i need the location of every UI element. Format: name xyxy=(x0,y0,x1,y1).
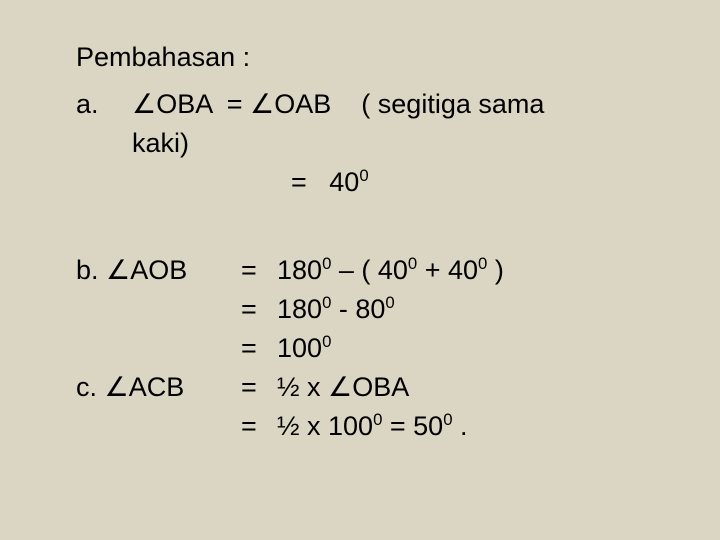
eq-sign: = xyxy=(241,329,277,368)
b-lhs: AOB xyxy=(130,255,187,285)
angle-icon: ∠ xyxy=(328,372,352,402)
label-a: a. xyxy=(76,85,132,124)
item-b-line1: b. ∠AOB = 1800 – ( 400 + 400 ) xyxy=(76,251,676,290)
b-eq1: 1800 – ( 400 + 400 ) xyxy=(277,251,504,290)
heading: Pembahasan : xyxy=(76,38,676,77)
item-b-line2: = 1800 - 800 xyxy=(76,290,676,329)
angle-icon: ∠ xyxy=(132,89,156,119)
item-a-line3: = 400 xyxy=(76,163,676,202)
c-lhs: ACB xyxy=(129,372,185,402)
eq-sign: = xyxy=(241,368,277,407)
a-lhs: OBA xyxy=(156,89,212,119)
a-rhs: OAB xyxy=(274,89,331,119)
eq-sign: = xyxy=(241,407,277,446)
eq-a-1: ∠OBA = ∠OAB ( segitiga sama xyxy=(132,85,544,124)
math-solution-slide: Pembahasan : a. ∠OBA = ∠OAB ( segitiga s… xyxy=(76,38,676,446)
c-eq2: ½ x 1000 = 500 . xyxy=(277,407,468,446)
b-label: b. xyxy=(76,255,99,285)
angle-icon: ∠ xyxy=(250,89,274,119)
a-paren-2: kaki) xyxy=(132,124,189,163)
b-eq2: 1800 - 800 xyxy=(277,290,395,329)
eq-sign: = xyxy=(241,290,277,329)
a-paren-1: ( segitiga sama xyxy=(361,89,544,119)
item-b-line3: = 1000 xyxy=(76,329,676,368)
item-a-line2: kaki) xyxy=(76,124,676,163)
sup-0: 0 xyxy=(359,166,368,185)
angle-icon: ∠ xyxy=(105,372,129,402)
a-value: 40 xyxy=(329,167,359,197)
eq-a-2: = 400 xyxy=(291,163,369,202)
item-c-line1: c. ∠ACB = ½ x ∠OBA xyxy=(76,368,676,407)
b-eq3: 1000 xyxy=(277,329,331,368)
label-b: b. ∠AOB xyxy=(76,251,241,290)
angle-icon: ∠ xyxy=(106,255,130,285)
label-c: c. ∠ACB xyxy=(76,368,241,407)
c-label: c. xyxy=(76,372,97,402)
item-c-line2: = ½ x 1000 = 500 . xyxy=(76,407,676,446)
c-eq1: ½ x ∠OBA xyxy=(277,368,409,407)
eq-sign: = xyxy=(241,251,277,290)
item-a-line1: a. ∠OBA = ∠OAB ( segitiga sama xyxy=(76,85,676,124)
